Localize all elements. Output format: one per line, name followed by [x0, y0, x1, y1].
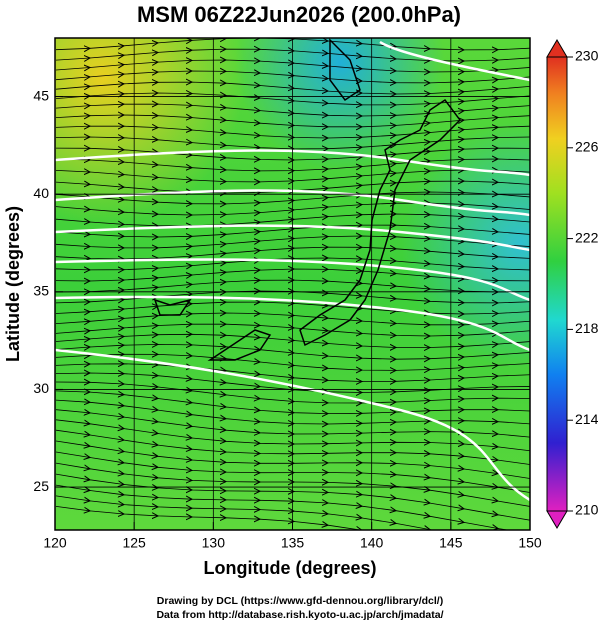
- contour: [55, 149, 530, 177]
- x-tick-label: 125: [122, 535, 146, 551]
- grid: [55, 38, 530, 530]
- streamline: [55, 506, 532, 530]
- x-tick-label: 150: [518, 535, 542, 551]
- credit: Drawing by DCL (https://www.gfd-dennou.o…: [157, 595, 443, 607]
- streamlines: [55, 38, 532, 530]
- colorbar-tick-label: 218: [575, 320, 599, 336]
- plot-area: [55, 38, 532, 530]
- colorbar-tick-label: 226: [575, 139, 599, 155]
- y-axis-label: Latitude (degrees): [3, 206, 23, 362]
- map-title: MSM 06Z22Jun2026 (200.0hPa): [137, 2, 461, 27]
- x-axis-label: Longitude (degrees): [203, 558, 376, 578]
- contour: [55, 295, 530, 352]
- colorbar-tick-label: 214: [575, 411, 599, 427]
- colorbar: [546, 56, 568, 512]
- contour: [55, 348, 530, 502]
- colorbar-max-arrow: [546, 39, 568, 58]
- contour: [55, 258, 530, 302]
- x-tick-label: 140: [360, 535, 384, 551]
- contour: [55, 224, 530, 252]
- y-tick-label: 40: [33, 185, 49, 201]
- coastline: [153, 38, 461, 361]
- x-tick-label: 120: [43, 535, 67, 551]
- colorbar-tick-label: 210: [575, 502, 599, 518]
- y-tick-label: 45: [33, 87, 49, 103]
- x-tick-label: 130: [202, 535, 226, 551]
- x-tick-label: 145: [439, 535, 463, 551]
- contour: [379, 40, 530, 82]
- y-tick-label: 25: [33, 478, 49, 494]
- y-tick-label: 30: [33, 380, 49, 396]
- x-tick-label: 135: [281, 535, 305, 551]
- contours: [55, 40, 530, 502]
- contour: [55, 189, 530, 217]
- colorbar-tick-label: 222: [575, 229, 599, 245]
- colorbar-min-arrow: [546, 510, 568, 529]
- y-tick-label: 35: [33, 283, 49, 299]
- colorbar-tick-label: 230: [575, 48, 599, 64]
- credit: Data from http://database.rish.kyoto-u.a…: [156, 609, 443, 621]
